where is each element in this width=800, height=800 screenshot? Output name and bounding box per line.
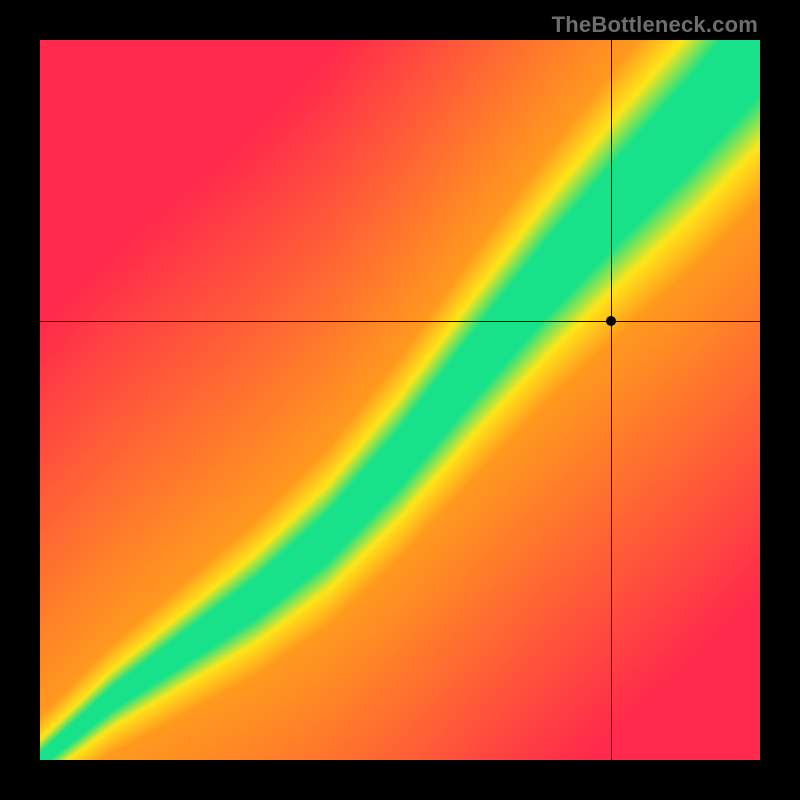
bottleneck-heatmap-canvas [40, 40, 760, 760]
watermark-text: TheBottleneck.com [552, 12, 758, 38]
heatmap-plot-area [40, 40, 760, 760]
